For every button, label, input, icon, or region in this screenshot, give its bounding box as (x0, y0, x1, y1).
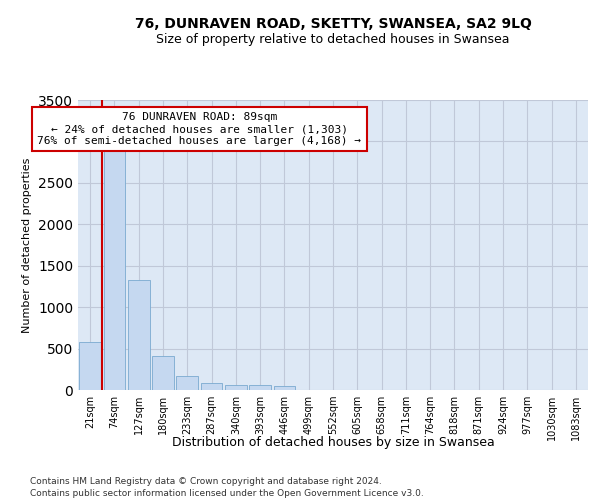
Text: Contains public sector information licensed under the Open Government Licence v3: Contains public sector information licen… (30, 489, 424, 498)
Bar (200, 384, 223, 390)
Bar (176, 376, 198, 390)
Text: Contains HM Land Registry data © Crown copyright and database right 2024.: Contains HM Land Registry data © Crown c… (30, 478, 382, 486)
Bar (249, 386, 271, 390)
Bar (152, 356, 174, 390)
Bar (104, 148, 125, 390)
Text: 76, DUNRAVEN ROAD, SKETTY, SWANSEA, SA2 9LQ: 76, DUNRAVEN ROAD, SKETTY, SWANSEA, SA2 … (134, 18, 532, 32)
Bar (79, 342, 101, 390)
Text: Distribution of detached houses by size in Swansea: Distribution of detached houses by size … (172, 436, 494, 449)
Text: Size of property relative to detached houses in Swansea: Size of property relative to detached ho… (156, 32, 510, 46)
Bar (128, 280, 149, 390)
Bar (274, 386, 295, 390)
Bar (225, 386, 247, 390)
Y-axis label: Number of detached properties: Number of detached properties (22, 158, 32, 332)
Text: 76 DUNRAVEN ROAD: 89sqm
← 24% of detached houses are smaller (1,303)
76% of semi: 76 DUNRAVEN ROAD: 89sqm ← 24% of detache… (37, 112, 361, 146)
